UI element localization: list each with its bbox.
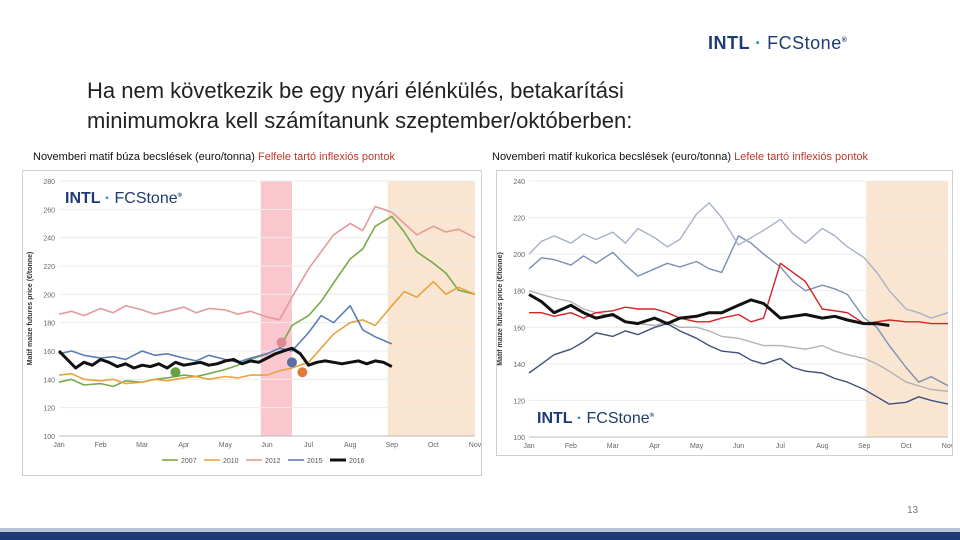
left-chart-subtitle: Novemberi matif búza becslések (euro/ton… — [33, 151, 395, 163]
legend-label: 2016 — [349, 458, 365, 465]
series-line-2015 — [529, 262, 948, 325]
x-tick-label: Mar — [136, 442, 149, 449]
y-tick-label: 260 — [43, 207, 55, 214]
wheat-chart-panel: 100 120 140 160 180 200 220 240 260 280 Jan Feb Mar A… — [22, 170, 482, 476]
series-line-2009 — [528, 322, 949, 405]
series-line-2015 — [58, 304, 393, 364]
title-line-1: Ha nem következik be egy nyári élénkülés… — [87, 78, 624, 103]
y-tick-label: 200 — [513, 252, 525, 259]
inflection-marker — [170, 367, 181, 378]
y-tick-label: 220 — [43, 264, 55, 271]
x-tick-label: Jan — [523, 443, 534, 450]
y-tick-label: 100 — [43, 434, 55, 441]
x-tick-label: Jul — [304, 442, 313, 449]
legend-label: 2010 — [223, 458, 239, 465]
brand-logo: INTL · FCStone® — [708, 33, 848, 53]
y-tick-label: 220 — [513, 216, 525, 223]
x-tick-label: Sep — [386, 442, 399, 449]
x-tick-label: Feb — [95, 442, 107, 449]
y-tick-label: 120 — [43, 406, 55, 413]
inflection-marker — [286, 357, 297, 368]
right-chart-subtitle: Novemberi matif kukorica becslések (euro… — [492, 151, 869, 163]
maize-chart: 100 120 140 160 180 200 220 240 Jan Feb Mar Apr May J… — [497, 179, 952, 450]
x-tick-label: Oct — [428, 442, 439, 449]
x-tick-label: Jun — [261, 442, 272, 449]
y-tick-label: 160 — [43, 349, 55, 356]
x-tick-label: Apr — [178, 442, 190, 449]
footer-accent-bar — [0, 528, 960, 532]
y-tick-label: 200 — [43, 292, 55, 299]
maize-chart-panel: 100 120 140 160 180 200 220 240 Jan Feb Mar Apr May J… — [496, 170, 953, 456]
y-tick-label: 240 — [43, 236, 55, 243]
page-number: 13 — [907, 505, 919, 516]
x-tick-label: Sep — [858, 443, 871, 450]
x-tick-label: Feb — [565, 443, 577, 450]
y-tick-label: 120 — [513, 398, 525, 405]
series-line-2011 — [528, 202, 949, 319]
series-line-2012 — [58, 205, 476, 321]
y-tick-label: 240 — [513, 179, 525, 186]
x-tick-label: Aug — [344, 442, 357, 449]
page-title: Ha nem következik be egy nyári élénkülés… — [87, 76, 847, 136]
legend-label: 2007 — [181, 458, 197, 465]
y-tick-label: 160 — [513, 325, 525, 332]
y-axis-label: Matif maize futures price (€/tonne) — [497, 252, 504, 366]
x-tick-label: Oct — [901, 443, 912, 450]
title-line-2: minimumokra kell számítanunk szeptember/… — [87, 108, 633, 133]
series-line-2008 — [528, 235, 949, 387]
y-tick-label: 140 — [513, 362, 525, 369]
x-tick-label: Aug — [816, 443, 829, 450]
highlight-band-0 — [260, 181, 292, 436]
series-line-2016 — [57, 346, 393, 370]
legend-label: 2015 — [307, 458, 323, 465]
y-tick-label: 280 — [43, 179, 55, 186]
x-tick-label: May — [219, 442, 233, 449]
x-tick-label: Jan — [53, 442, 64, 449]
x-tick-label: Jun — [733, 443, 744, 450]
x-tick-label: May — [690, 443, 704, 450]
x-tick-label: Mar — [607, 443, 620, 450]
chart-logo: INTL · FCStone® — [65, 190, 183, 207]
inflection-marker — [276, 337, 287, 348]
legend-label: 2012 — [265, 458, 281, 465]
y-tick-label: 140 — [43, 377, 55, 384]
x-tick-label: Nov — [942, 443, 952, 450]
y-tick-label: 180 — [513, 289, 525, 296]
x-tick-label: Apr — [649, 443, 661, 450]
x-tick-label: Nov — [469, 442, 481, 449]
wheat-chart: 100 120 140 160 180 200 220 240 260 280 Jan Feb Mar A… — [27, 179, 481, 465]
x-tick-label: Jul — [776, 443, 785, 450]
y-tick-label: 100 — [513, 435, 525, 442]
series-line-2016 — [528, 293, 890, 327]
series-line-2010 — [58, 280, 476, 385]
y-axis-label: Matif maize futures price (€/tonne) — [27, 252, 34, 366]
footer-bar — [0, 532, 960, 540]
inflection-marker — [297, 367, 308, 378]
y-tick-label: 180 — [43, 321, 55, 328]
highlight-band-1 — [387, 181, 475, 436]
chart-logo: INTL · FCStone® — [537, 410, 655, 427]
